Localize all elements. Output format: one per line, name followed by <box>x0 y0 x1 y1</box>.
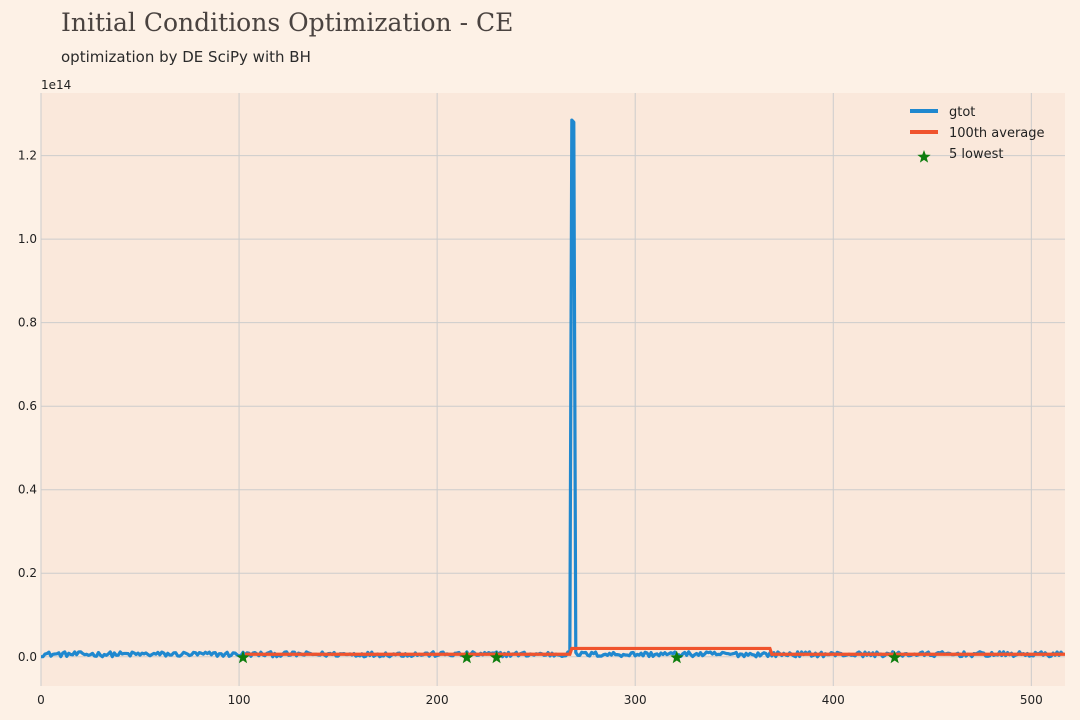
legend-100th-average-label: 100th average <box>949 126 1045 141</box>
series-5-lowest-point <box>489 650 504 664</box>
legend-5-lowest-marker <box>917 150 931 163</box>
y-tick-label: 0.2 <box>18 566 37 580</box>
x-tick-label: 400 <box>822 693 845 707</box>
x-tick-label: 500 <box>1020 693 1043 707</box>
x-tick-label: 200 <box>426 693 449 707</box>
y-tick-label: 0.8 <box>18 316 37 330</box>
chart-title: Initial Conditions Optimization - CE <box>61 8 514 37</box>
x-tick-label: 100 <box>228 693 251 707</box>
series-5-lowest-point <box>460 650 474 664</box>
series-layer <box>41 118 1065 664</box>
x-tick-label: 0 <box>37 693 45 707</box>
y-offset-label: 1e14 <box>41 78 71 92</box>
series-5-lowest-point <box>236 650 250 664</box>
axis-ticks: 0 100 200 300 400 500 0.0 0.2 0.4 0.6 0.8 1.0 1.2 <box>18 149 1043 707</box>
series-5-lowest-point <box>888 650 902 664</box>
x-tick-label: 300 <box>624 693 647 707</box>
y-tick-label: 0.0 <box>18 650 37 664</box>
y-tick-label: 0.6 <box>18 399 37 413</box>
y-tick-label: 1.2 <box>18 149 37 163</box>
chart-subtitle: optimization by DE SciPy with BH <box>61 48 311 66</box>
series-100th-average-line <box>245 646 1065 656</box>
legend: gtot 100th average 5 lowest <box>910 105 1045 163</box>
legend-5-lowest-label: 5 lowest <box>949 147 1003 162</box>
y-tick-label: 0.4 <box>18 483 37 497</box>
legend-gtot-label: gtot <box>949 105 975 120</box>
plot-area <box>41 93 1065 686</box>
y-tick-label: 1.0 <box>18 232 37 246</box>
series-5-lowest-point <box>670 650 684 664</box>
